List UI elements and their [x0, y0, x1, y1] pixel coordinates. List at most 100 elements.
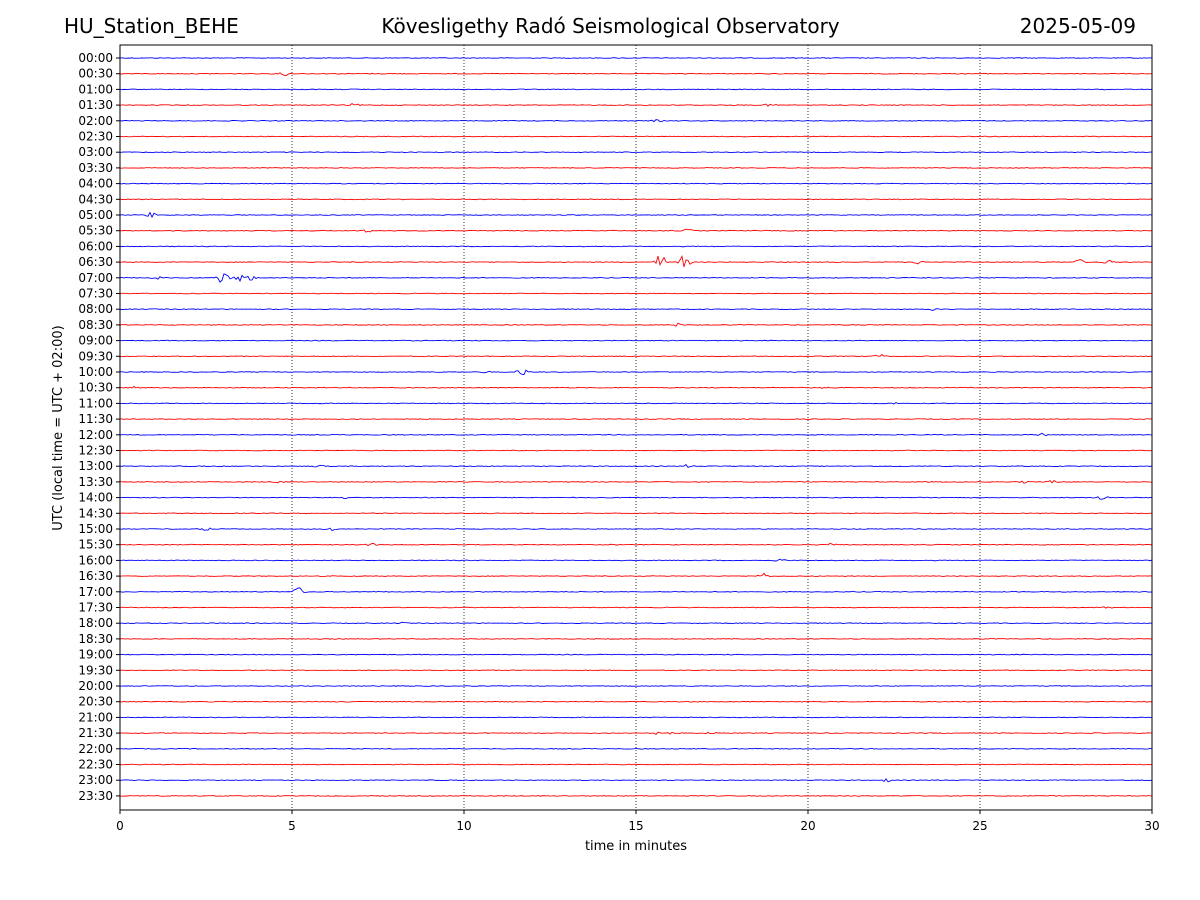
y-tick-label: 20:00 — [78, 679, 113, 693]
trace-1300 — [119, 464, 1153, 468]
y-tick-label: 14:30 — [78, 506, 113, 520]
y-tick-label: 16:30 — [78, 569, 113, 583]
y-tick-label: 07:00 — [78, 271, 113, 285]
y-tick-label: 11:30 — [78, 412, 113, 426]
trace-2230 — [119, 763, 1153, 766]
x-tick-label: 25 — [972, 819, 987, 833]
trace-0730 — [119, 292, 1153, 295]
y-tick-label: 00:00 — [78, 51, 113, 65]
trace-2300 — [119, 778, 1153, 783]
trace-0630 — [120, 254, 1153, 267]
y-tick-label: 03:30 — [78, 161, 113, 175]
trace-1630 — [119, 572, 1153, 578]
trace-0800 — [119, 308, 1153, 311]
y-tick-label: 01:00 — [78, 82, 113, 96]
grid-lines — [291, 45, 981, 810]
x-tick-label: 20 — [800, 819, 815, 833]
trace-2100 — [119, 716, 1153, 719]
trace-1800 — [119, 621, 1153, 625]
seismic-traces — [119, 57, 1153, 797]
trace-0200 — [119, 119, 1153, 123]
trace-1000 — [119, 369, 1153, 376]
trace-0830 — [119, 322, 1153, 327]
trace-0430 — [119, 198, 1153, 201]
trace-1830 — [119, 638, 1153, 640]
y-tick-label: 19:30 — [78, 663, 113, 677]
trace-0230 — [119, 135, 1153, 138]
y-tick-label: 21:00 — [78, 710, 113, 724]
trace-1330 — [119, 479, 1153, 484]
y-tick-label: 23:00 — [78, 773, 113, 787]
x-tick-label: 10 — [456, 819, 471, 833]
trace-2200 — [119, 747, 1153, 750]
y-tick-label: 05:30 — [78, 224, 113, 238]
y-tick-label: 17:00 — [78, 585, 113, 599]
trace-0700 — [119, 273, 1153, 283]
x-tick-label: 0 — [116, 819, 124, 833]
trace-0930 — [119, 353, 1153, 358]
y-tick-label: 09:00 — [78, 334, 113, 348]
y-tick-label: 12:00 — [78, 428, 113, 442]
y-tick-label: 13:30 — [78, 475, 113, 489]
trace-1200 — [119, 432, 1153, 437]
y-tick-label: 07:30 — [78, 287, 113, 301]
trace-1100 — [119, 401, 1153, 405]
x-tick-label: 15 — [628, 819, 643, 833]
x-axis-ticks: 0 5 10 15 20 25 30 — [116, 810, 1160, 833]
y-tick-label: 06:00 — [78, 239, 113, 253]
trace-1730 — [119, 606, 1153, 609]
y-tick-label: 00:30 — [78, 67, 113, 81]
trace-1930 — [119, 669, 1153, 672]
trace-1700 — [119, 587, 1153, 594]
y-tick-label: 18:30 — [78, 632, 113, 646]
y-tick-label: 08:00 — [78, 302, 113, 316]
trace-0300 — [119, 151, 1153, 154]
trace-1900 — [119, 653, 1153, 656]
trace-0100 — [119, 88, 1153, 91]
trace-0500 — [119, 211, 1153, 219]
y-tick-label: 09:30 — [78, 349, 113, 363]
trace-0600 — [119, 245, 1153, 248]
date-title: 2025-05-09 — [1019, 14, 1136, 38]
trace-1530 — [119, 542, 1153, 547]
trace-2000 — [119, 685, 1153, 687]
trace-0330 — [119, 167, 1153, 169]
y-tick-label: 05:00 — [78, 208, 113, 222]
trace-2130 — [119, 731, 1153, 736]
y-tick-label: 02:30 — [78, 130, 113, 144]
trace-1130 — [119, 418, 1153, 420]
y-tick-label: 18:00 — [78, 616, 113, 630]
y-tick-label: 17:30 — [78, 601, 113, 615]
y-tick-label: 13:00 — [78, 459, 113, 473]
trace-2330 — [119, 795, 1153, 797]
y-tick-label: 15:30 — [78, 538, 113, 552]
y-tick-label: 04:00 — [78, 177, 113, 191]
station-title: HU_Station_BEHE — [64, 14, 239, 38]
y-tick-label: 19:00 — [78, 648, 113, 662]
x-tick-label: 30 — [1144, 819, 1159, 833]
y-tick-label: 16:00 — [78, 553, 113, 567]
y-tick-label: 01:30 — [78, 98, 113, 112]
trace-0030 — [119, 72, 1153, 77]
y-tick-label: 14:00 — [78, 491, 113, 505]
trace-0400 — [119, 182, 1153, 185]
trace-0130 — [119, 103, 1153, 107]
trace-0000 — [119, 57, 1153, 59]
y-tick-label: 15:00 — [78, 522, 113, 536]
y-tick-label: 22:30 — [78, 758, 113, 772]
y-tick-label: 04:30 — [78, 192, 113, 206]
y-tick-label: 08:30 — [78, 318, 113, 332]
trace-1430 — [119, 512, 1153, 515]
x-tick-label: 5 — [288, 819, 296, 833]
y-tick-label: 22:00 — [78, 742, 113, 756]
observatory-title: Kövesligethy Radó Seismological Observat… — [381, 14, 840, 38]
y-tick-label: 21:30 — [78, 726, 113, 740]
y-tick-label: 10:30 — [78, 381, 113, 395]
trace-0900 — [119, 339, 1153, 342]
y-tick-label: 20:30 — [78, 695, 113, 709]
y-tick-label: 10:00 — [78, 365, 113, 379]
y-axis-label: UTC (local time = UTC + 02:00) — [51, 325, 66, 530]
y-tick-label: 23:30 — [78, 789, 113, 803]
